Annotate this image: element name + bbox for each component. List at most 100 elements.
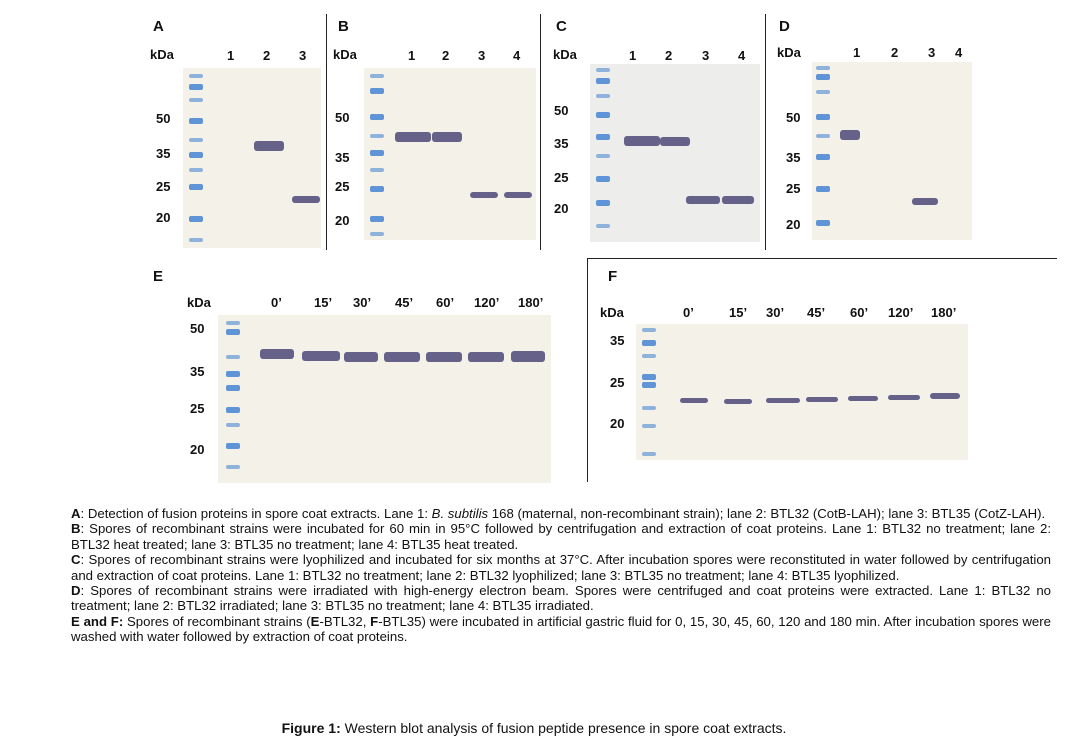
lane-label: 30’ (766, 305, 785, 320)
kda-label: kDa (150, 47, 174, 62)
protein-band (511, 351, 545, 362)
protein-band (686, 196, 720, 204)
mw-tick: 20 (190, 442, 205, 457)
protein-band (302, 351, 340, 361)
protein-band (724, 399, 752, 404)
protein-band (912, 198, 938, 205)
protein-band (888, 395, 920, 400)
protein-band (384, 352, 420, 362)
lane-label: 15’ (729, 305, 748, 320)
protein-band (840, 130, 860, 140)
lane-label: 4 (955, 45, 963, 60)
protein-band (260, 349, 294, 359)
mw-tick: 50 (335, 110, 350, 125)
mw-tick: 50 (156, 111, 171, 126)
mw-tick: 25 (190, 401, 205, 416)
mw-tick: 20 (335, 213, 350, 228)
divider-ab (326, 14, 327, 250)
protein-band (806, 397, 838, 402)
ladder (596, 64, 610, 242)
lane-label: 1 (853, 45, 861, 60)
kda-label: kDa (600, 305, 624, 320)
protein-band (344, 352, 378, 362)
caption-ef: E and F: Spores of recombinant strains (… (71, 613, 1051, 645)
protein-band (395, 132, 431, 142)
ladder (189, 68, 203, 248)
protein-band (624, 136, 660, 146)
protein-band (470, 192, 498, 198)
divider-bc (540, 14, 541, 250)
lane-label: 45’ (807, 305, 826, 320)
figure-label: Figure 1: (281, 720, 341, 736)
mw-tick: 20 (156, 210, 171, 225)
lane-label: 120’ (888, 305, 914, 320)
protein-band (848, 396, 878, 401)
kda-label: kDa (553, 47, 577, 62)
mw-tick: 20 (554, 201, 569, 216)
mw-tick: 20 (610, 416, 625, 431)
ladder (370, 68, 384, 240)
mw-tick: 35 (156, 146, 171, 161)
lane-label: 15’ (314, 295, 333, 310)
lane-label: 180’ (518, 295, 544, 310)
mw-tick: 25 (156, 179, 171, 194)
lane-label: 0’ (683, 305, 694, 320)
protein-band (468, 352, 504, 362)
blot-membrane (183, 68, 321, 248)
panel-letter: B (338, 18, 349, 35)
panel-letter: A (153, 18, 164, 35)
divider-ef-top (587, 258, 1057, 259)
panel-letter: C (556, 18, 567, 35)
protein-band (680, 398, 708, 403)
blot-membrane (218, 315, 551, 483)
caption-a: A: Detection of fusion proteins in spore… (71, 506, 1046, 521)
caption-d: D: Spores of recombinant strains were ir… (71, 583, 1051, 614)
lane-label: 2 (442, 48, 450, 63)
lane-label: 2 (665, 48, 673, 63)
mw-tick: 25 (786, 181, 801, 196)
lane-label: 3 (928, 45, 936, 60)
lane-label: 3 (478, 48, 486, 63)
ladder (226, 315, 240, 483)
mw-tick: 35 (610, 333, 625, 348)
lane-label: 60’ (436, 295, 455, 310)
protein-band (292, 196, 320, 203)
figure-title: Figure 1: Western blot analysis of fusio… (0, 720, 1068, 736)
protein-band (432, 132, 462, 142)
mw-tick: 20 (786, 217, 801, 232)
lane-label: 4 (738, 48, 746, 63)
mw-tick: 25 (335, 179, 350, 194)
lane-label: 4 (513, 48, 521, 63)
lane-label: 3 (702, 48, 710, 63)
protein-band (722, 196, 754, 204)
ladder (642, 324, 656, 460)
caption-c: C: Spores of recombinant strains were ly… (71, 552, 1051, 583)
protein-band (426, 352, 462, 362)
mw-tick: 50 (786, 110, 801, 125)
panel-letter: F (608, 268, 618, 285)
mw-tick: 35 (190, 364, 205, 379)
protein-band (254, 141, 284, 151)
blot-membrane (364, 68, 536, 240)
lane-label: 1 (629, 48, 637, 63)
mw-tick: 50 (554, 103, 569, 118)
divider-ef (587, 258, 588, 482)
protein-band (766, 398, 800, 403)
mw-tick: 35 (335, 150, 350, 165)
lane-label: 2 (891, 45, 899, 60)
mw-tick: 25 (610, 375, 625, 390)
caption-b: B: Spores of recombinant strains were in… (71, 521, 1051, 552)
blot-membrane (590, 64, 760, 242)
kda-label: kDa (777, 45, 801, 60)
figure-caption: A: Detection of fusion proteins in spore… (71, 506, 1051, 645)
lane-label: 1 (408, 48, 416, 63)
lane-label: 60’ (850, 305, 869, 320)
mw-tick: 25 (554, 170, 569, 185)
mw-tick: 35 (554, 136, 569, 151)
panel-letter: D (779, 18, 790, 35)
lane-label: 0’ (271, 295, 282, 310)
kda-label: kDa (187, 295, 211, 310)
mw-tick: 50 (190, 321, 205, 336)
blot-membrane (636, 324, 968, 460)
lane-label: 2 (263, 48, 271, 63)
